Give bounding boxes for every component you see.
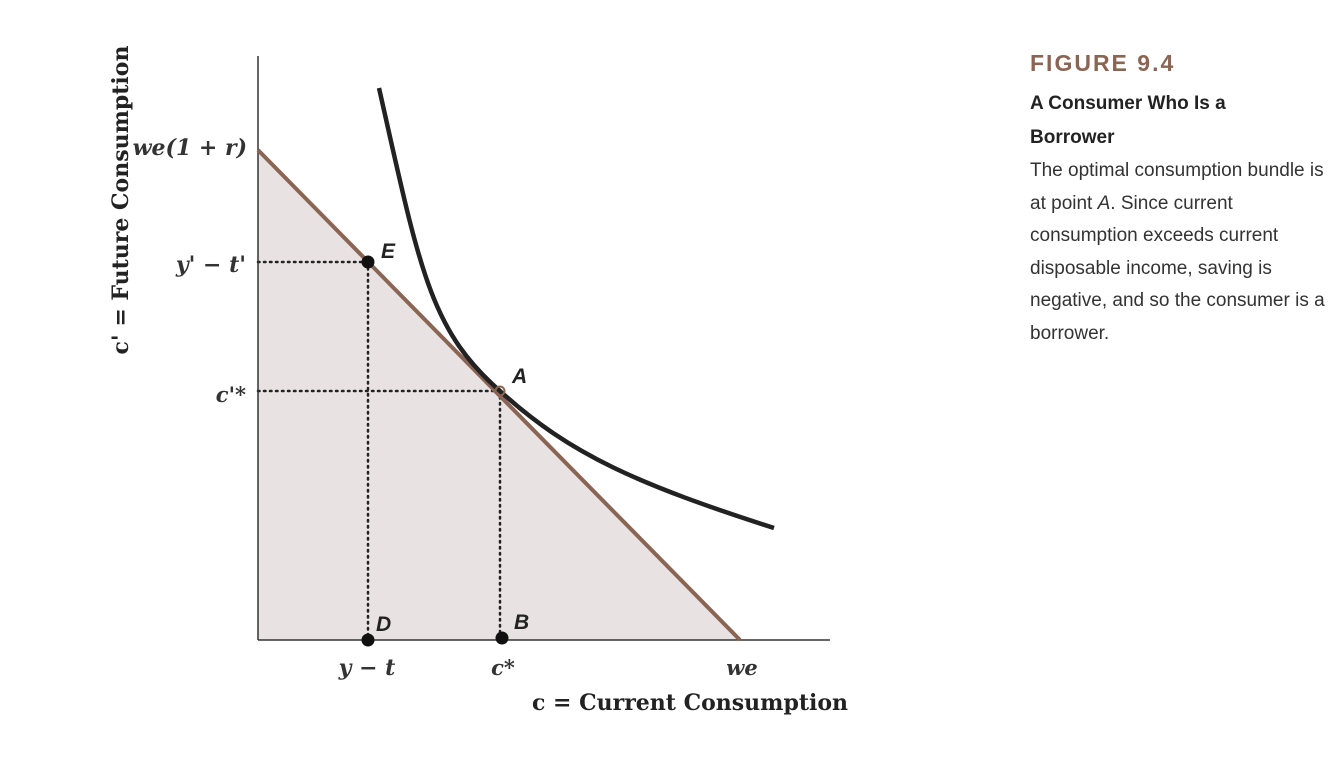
- indifference-curve: [376, 87, 775, 531]
- x-tick-intercept-label: we: [726, 655, 757, 680]
- guide-lines: [256, 260, 502, 642]
- figure-title: A Consumer Who Is a Borrower: [1030, 93, 1226, 148]
- point-d-marker: [361, 633, 375, 647]
- y-axis-title: c' = Future Consumption: [108, 46, 134, 355]
- point-d-label: D: [376, 613, 391, 636]
- caption-text-end: . Since current consumption exceeds curr…: [1030, 192, 1325, 344]
- caption-point-reference: A: [1097, 192, 1111, 214]
- point-a-marker: [494, 385, 506, 397]
- point-b-label: B: [514, 611, 529, 634]
- y-tick-intercept-label: we(1 + r): [133, 135, 247, 161]
- figure-number: FIGURE 9.4: [1030, 50, 1176, 76]
- point-a-label: A: [511, 365, 527, 388]
- x-axis-title: c = Current Consumption: [532, 690, 848, 716]
- point-e-label: E: [381, 240, 396, 263]
- x-tick-optimum-label: c*: [491, 655, 515, 680]
- figure-description: The optimal consumption bundle is at poi…: [1030, 155, 1330, 350]
- point-b-marker: [495, 631, 509, 645]
- point-e-marker: [361, 255, 375, 269]
- figure-caption: FIGURE 9.4 A Consumer Who Is a Borrower …: [1030, 50, 1330, 350]
- y-tick-endowment-label: y' − t': [175, 252, 246, 278]
- x-tick-endowment-label: y − t: [338, 655, 396, 681]
- y-tick-optimum-label: c'*: [216, 382, 246, 407]
- caption-text-start: The optimal consumption bundle is at poi…: [1030, 160, 1324, 214]
